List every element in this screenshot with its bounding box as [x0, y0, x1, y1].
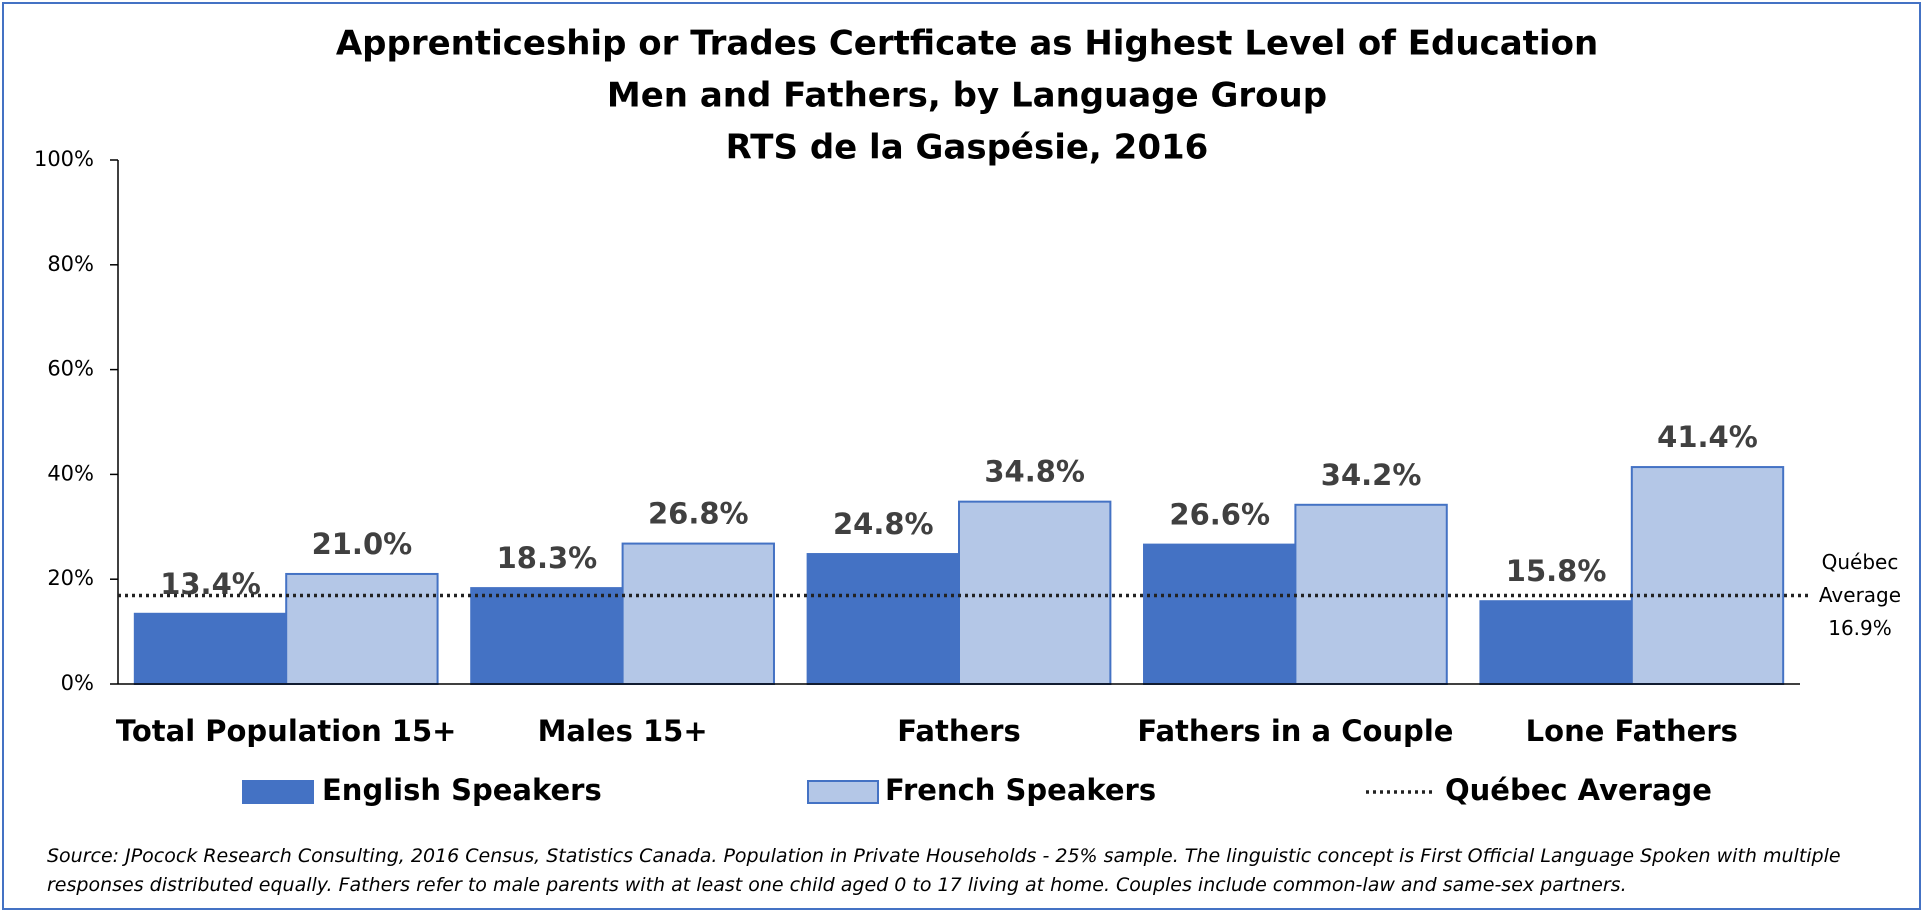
x-tick-label: Fathers [897, 714, 1020, 748]
data-label: 24.8% [833, 507, 934, 541]
x-tick-label: Lone Fathers [1526, 714, 1738, 748]
x-tick-label: Males 15+ [538, 714, 708, 748]
x-tick-label: Fathers in a Couple [1137, 714, 1453, 748]
y-tick-label: 20% [47, 566, 94, 590]
data-label: 15.8% [1506, 554, 1607, 588]
chart-subtitle: Men and Fathers, by Language Group [607, 76, 1327, 116]
reference-name: Québec Average [1818, 550, 1902, 607]
bar [958, 500, 1112, 686]
x-tick-label: Total Population 15+ [116, 714, 457, 748]
bar [1479, 600, 1633, 686]
chart-subtitle: RTS de la Gaspésie, 2016 [726, 128, 1209, 168]
data-label: 26.6% [1169, 498, 1270, 532]
legend-swatch [807, 780, 879, 804]
bar [806, 553, 960, 685]
bar [133, 612, 288, 685]
data-label: 34.2% [1321, 458, 1422, 492]
bar [470, 587, 624, 685]
data-label: 21.0% [312, 527, 413, 561]
legend-swatch [242, 780, 314, 804]
y-tick-label: 40% [47, 461, 94, 485]
chart-title: Apprenticeship or Trades Certficate as H… [336, 24, 1598, 64]
legend-label: English Speakers [322, 773, 602, 807]
y-tick-label: 100% [34, 147, 94, 171]
reference-annotation: Québec Average 16.9% [1800, 546, 1920, 645]
data-label: 41.4% [1657, 420, 1758, 454]
data-label: 26.8% [648, 497, 749, 531]
y-tick-label: 0% [61, 671, 94, 695]
source-note: Source: JPocock Research Consulting, 201… [47, 845, 1841, 896]
legend-label: Québec Average [1445, 773, 1712, 807]
bar [1143, 543, 1297, 686]
data-label: 18.3% [497, 541, 598, 575]
reference-value: 16.9% [1828, 616, 1892, 640]
legend-label: French Speakers [885, 773, 1156, 807]
data-label: 34.8% [984, 455, 1085, 489]
bar [285, 572, 439, 686]
bar [621, 542, 775, 685]
y-tick-label: 80% [47, 252, 94, 276]
y-tick-label: 60% [47, 357, 94, 381]
bar [1630, 466, 1785, 685]
